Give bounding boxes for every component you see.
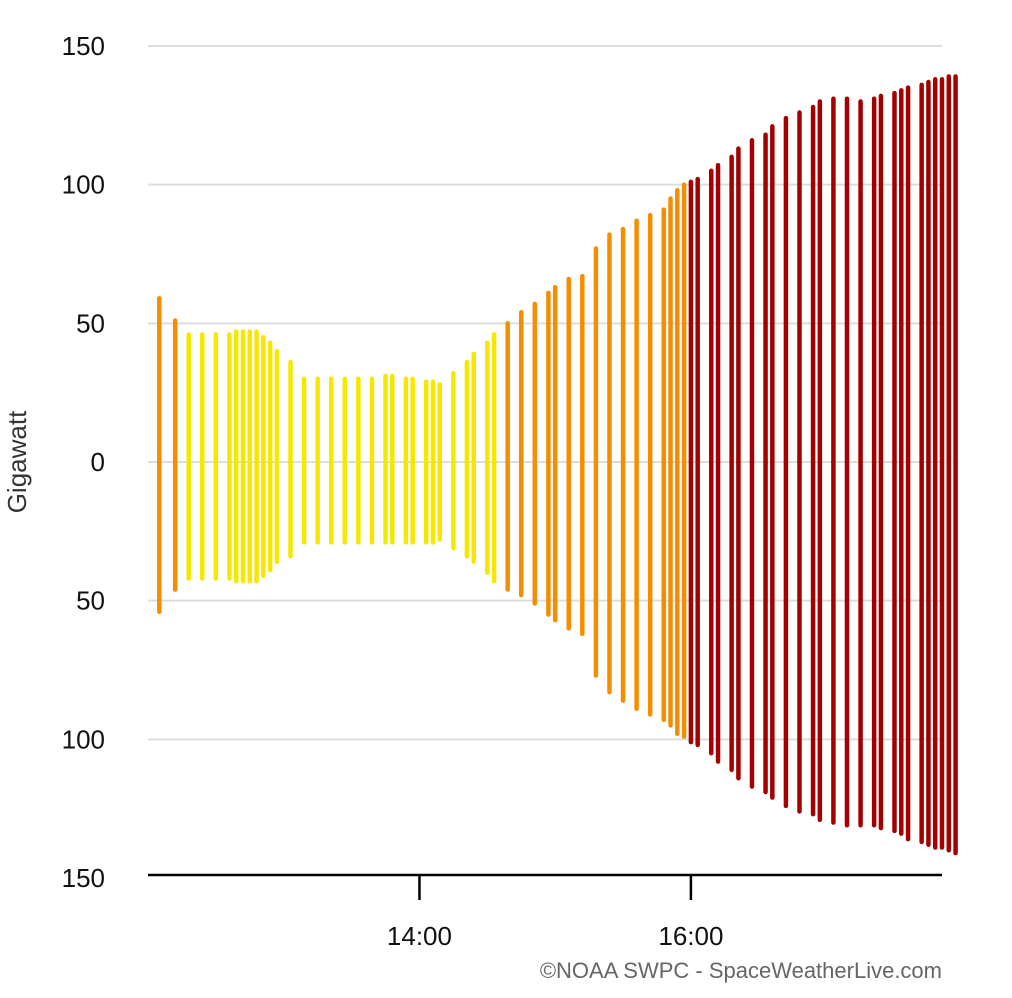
y-tick-label: 100 [62,724,105,754]
axes [148,873,942,900]
power-bars [157,74,958,856]
y-tick-label: 150 [62,863,105,893]
x-tick-labels: 14:00 16:00 [387,921,724,951]
y-tick-label: 50 [76,308,105,338]
x-tick-label: 16:00 [658,921,723,951]
grid-lines [148,45,942,741]
y-tick-labels: 150 100 50 0 50 100 150 [62,31,105,893]
credit-text: ©NOAA SWPC - SpaceWeatherLive.com [539,958,942,983]
y-tick-label: 0 [91,447,105,477]
y-tick-label: 50 [76,586,105,616]
y-tick-label: 150 [62,31,105,61]
x-tick-label: 14:00 [387,921,452,951]
y-axis-title: Gigawatt [2,410,32,513]
y-tick-label: 100 [62,170,105,200]
